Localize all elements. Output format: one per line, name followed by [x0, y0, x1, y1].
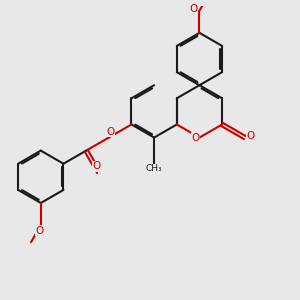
Text: O: O [246, 131, 255, 141]
Text: O: O [93, 161, 101, 171]
Text: CH₃: CH₃ [146, 164, 163, 173]
Text: O: O [191, 133, 200, 142]
Text: O: O [35, 226, 43, 236]
Text: O: O [190, 4, 198, 14]
Text: O: O [106, 127, 115, 137]
